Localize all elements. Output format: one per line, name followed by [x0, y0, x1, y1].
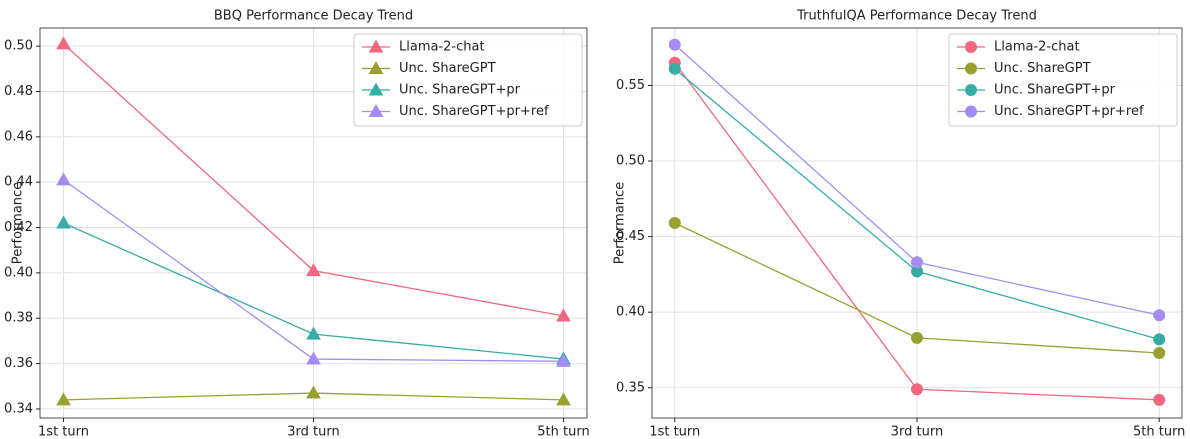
data-point: [56, 36, 71, 50]
data-point: [56, 215, 71, 229]
y-tick-label: 0.35: [616, 380, 645, 395]
legend-label: Unc. ShareGPT+pr+ref: [994, 104, 1144, 119]
y-tick-label: 0.45: [616, 229, 645, 244]
data-point: [911, 256, 923, 269]
x-tick-label: 1st turn: [649, 425, 700, 439]
data-point: [668, 62, 681, 75]
y-tick-label: 0.38: [4, 311, 33, 326]
x-tick-label: 5th turn: [1133, 425, 1185, 439]
x-tick-label: 3rd turn: [287, 425, 339, 439]
x-tick-label: 3rd turn: [891, 425, 943, 439]
y-tick-label: 0.42: [4, 220, 33, 235]
chart-panel: BBQ Performance Decay TrendPerformance0.…: [4, 9, 590, 439]
data-point: [306, 326, 321, 340]
legend-marker: [368, 60, 384, 74]
data-point: [556, 353, 571, 367]
data-point: [556, 392, 571, 406]
data-point: [911, 331, 923, 344]
data-point: [306, 351, 321, 365]
chart-title: BBQ Performance Decay Trend: [214, 9, 413, 24]
data-point: [56, 392, 71, 406]
x-tick-label: 5th turn: [537, 425, 589, 439]
data-point: [1153, 347, 1166, 359]
legend-label: Unc. ShareGPT+pr: [994, 83, 1116, 98]
data-point: [1153, 309, 1166, 322]
data-point: [306, 263, 321, 277]
data-point: [556, 308, 571, 322]
legend-marker: [965, 105, 977, 118]
data-point: [668, 38, 681, 51]
legend-marker: [368, 39, 384, 53]
legend-label: Unc. ShareGPT: [399, 61, 496, 76]
y-axis-label: Performance: [613, 182, 628, 264]
data-point: [911, 383, 923, 396]
y-tick-label: 0.50: [616, 154, 645, 169]
y-tick-label: 0.36: [4, 356, 33, 371]
legend-box: [353, 33, 583, 127]
y-tick-label: 0.44: [4, 175, 33, 190]
y-tick-label: 0.46: [4, 129, 33, 144]
y-tick-label: 0.55: [616, 78, 645, 93]
data-point: [1153, 393, 1166, 406]
legend-label: Unc. ShareGPT: [994, 61, 1091, 76]
chart-panel: TruthfulQA Performance Decay Trend Perfor…: [613, 9, 1186, 439]
y-tick-label: 0.40: [4, 265, 33, 280]
legend-marker: [368, 82, 384, 96]
y-tick-label: 0.40: [616, 305, 645, 320]
data-point: [1153, 333, 1166, 346]
legend-marker: [965, 62, 977, 75]
legend-marker: [965, 84, 977, 96]
y-tick-label: 0.48: [4, 84, 33, 99]
legend-box: [948, 33, 1178, 127]
plot-frame: [651, 27, 1183, 419]
x-tick-label: 1st turn: [38, 425, 89, 439]
y-tick-label: 0.50: [4, 39, 33, 54]
plot-frame: [39, 27, 588, 419]
data-point: [306, 385, 321, 399]
legend-marker: [368, 103, 384, 117]
legend-label: Llama-2-chat: [994, 40, 1080, 55]
data-point: [668, 217, 681, 229]
legend-label: Llama-2-chat: [399, 40, 485, 55]
y-tick-label: 0.34: [4, 401, 33, 416]
y-axis-label: Performance: [11, 182, 26, 264]
legend-label: Unc. ShareGPT+pr: [399, 83, 521, 98]
legend-marker: [965, 41, 977, 53]
chart-title: TruthfulQA Performance Decay Trend: [796, 9, 1037, 24]
legend-label: Unc. ShareGPT+pr+ref: [399, 104, 549, 119]
data-point: [56, 172, 71, 186]
